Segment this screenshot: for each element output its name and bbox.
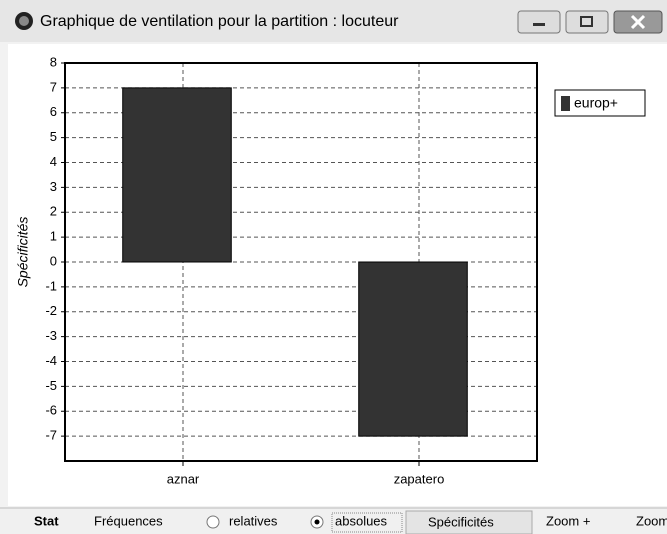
y-tick-label: -7 bbox=[45, 428, 57, 443]
close-icon bbox=[630, 14, 646, 30]
frequences-label: Fréquences bbox=[94, 513, 163, 528]
stat-tab[interactable]: Stat bbox=[34, 513, 59, 528]
radio-relatives[interactable] bbox=[206, 515, 220, 529]
focus-box bbox=[331, 512, 403, 533]
y-tick-label: 3 bbox=[50, 179, 57, 194]
y-tick-label: -3 bbox=[45, 328, 57, 343]
window-title: Graphique de ventilation pour la partiti… bbox=[40, 13, 399, 30]
y-tick-label: -1 bbox=[45, 278, 57, 293]
y-tick-label: 4 bbox=[50, 154, 57, 169]
specificites-tab[interactable] bbox=[405, 510, 533, 534]
app-icon-inner bbox=[19, 16, 29, 26]
specificites-label[interactable]: Spécificités bbox=[428, 514, 494, 529]
minimize-icon bbox=[533, 23, 545, 26]
bar bbox=[358, 261, 468, 437]
legend-swatch bbox=[561, 96, 570, 111]
toolbar bbox=[0, 508, 667, 534]
y-tick-label: 5 bbox=[50, 129, 57, 144]
zoom-out[interactable]: Zoom bbox=[636, 513, 667, 528]
y-tick-label: 1 bbox=[50, 229, 57, 244]
y-tick-label: 8 bbox=[50, 54, 57, 69]
y-tick-label: 6 bbox=[50, 104, 57, 119]
x-tick-label: zapatero bbox=[394, 471, 445, 486]
plot-frame bbox=[64, 62, 538, 462]
minimize-button[interactable] bbox=[517, 10, 561, 34]
absolues-label[interactable]: absolues bbox=[335, 513, 388, 528]
y-tick-label: -6 bbox=[45, 403, 57, 418]
radio-absolues-dot bbox=[314, 519, 320, 525]
chart: 8 7 6 5 4 3 2 1 0 -1 -2 -3 -4 -5 -6 -7 aznar zapatero Spéc… bbox=[15, 54, 646, 486]
maximize-button[interactable] bbox=[565, 10, 609, 34]
y-tick-label: 0 bbox=[50, 253, 57, 268]
legend-label: europ+ bbox=[574, 95, 618, 111]
relatives-label[interactable]: relatives bbox=[229, 513, 278, 528]
maximize-icon bbox=[580, 16, 593, 27]
y-tick-label: -4 bbox=[45, 353, 57, 368]
zoom-in[interactable]: Zoom + bbox=[546, 513, 590, 528]
bar bbox=[122, 87, 232, 263]
y-tick-label: 2 bbox=[50, 204, 57, 219]
y-tick-label: 7 bbox=[50, 79, 57, 94]
y-tick-label: -2 bbox=[45, 303, 57, 318]
chart-area bbox=[8, 44, 667, 506]
x-tick-label: aznar bbox=[167, 471, 200, 486]
y-tick-label: -5 bbox=[45, 378, 57, 393]
y-axis-label: Spécificités bbox=[15, 217, 31, 288]
